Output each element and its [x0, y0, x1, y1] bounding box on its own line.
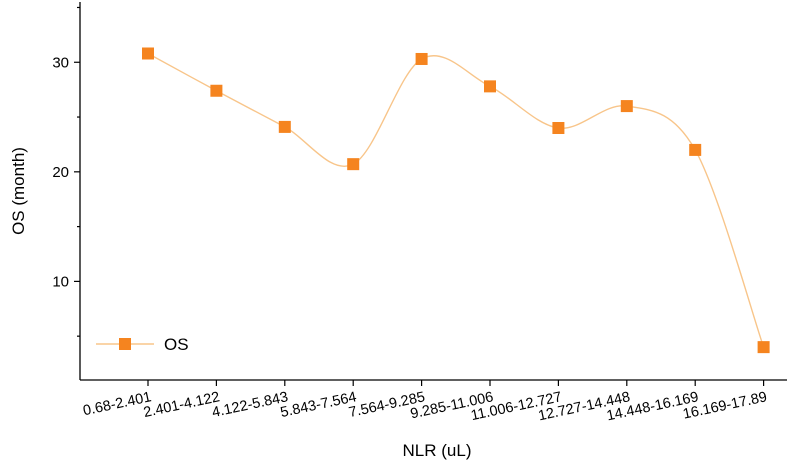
y-axis-title: OS (month) — [9, 147, 28, 235]
data-point — [347, 158, 360, 171]
y-ticks: 10 20 30 — [52, 6, 80, 337]
data-point — [210, 84, 223, 97]
data-point — [484, 80, 496, 93]
y-tick-label: 10 — [52, 273, 69, 290]
data-point — [142, 47, 154, 60]
data-point — [415, 52, 428, 65]
data-point — [757, 341, 770, 354]
legend-marker — [119, 338, 131, 350]
axes — [79, 2, 787, 381]
x-tick-label: 0.68-2.401 — [82, 389, 153, 419]
data-point — [278, 120, 291, 133]
series-points-os — [142, 47, 770, 354]
data-point — [689, 143, 702, 156]
x-tick-label: 4.122-5.843 — [211, 389, 290, 421]
data-point — [552, 122, 565, 134]
x-tick-label: 5.843-7.564 — [279, 389, 358, 421]
y-tick-label: 20 — [52, 164, 69, 181]
legend: OS — [96, 335, 189, 354]
data-point — [620, 100, 633, 113]
x-axis-title: NLR (uL) — [403, 441, 472, 460]
series-line-os — [147, 52, 765, 348]
legend-label: OS — [164, 335, 189, 354]
x-ticks: 0.68-2.4012.401-4.1224.122-5.8435.843-7.… — [82, 380, 768, 424]
x-tick-label: 2.401-4.122 — [142, 389, 221, 421]
y-tick-label: 30 — [52, 54, 69, 71]
